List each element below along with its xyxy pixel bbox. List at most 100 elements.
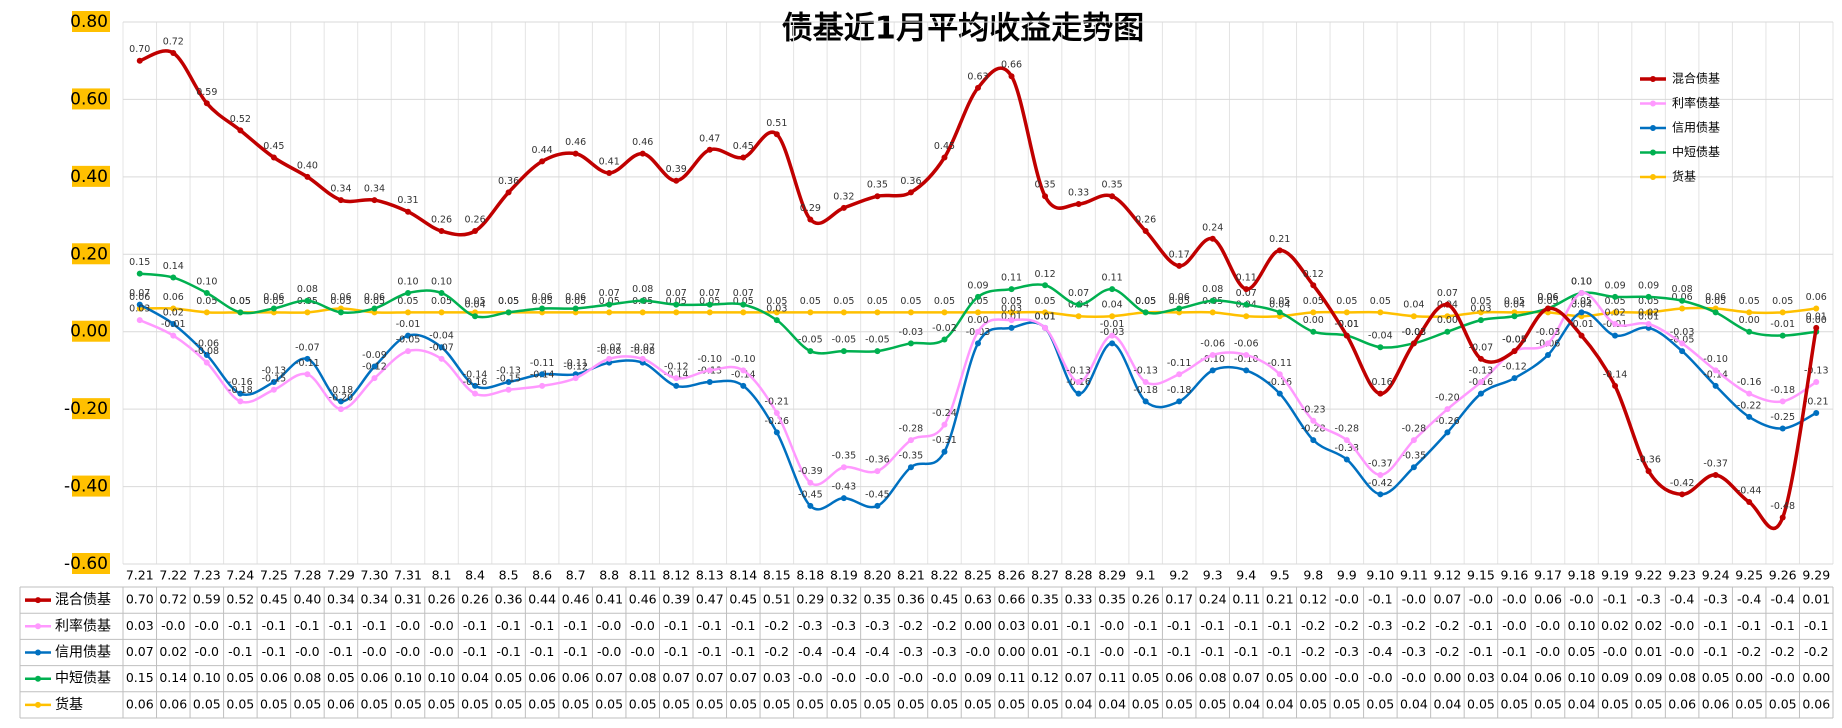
table-cell: -0.1 [1133,618,1157,633]
data-label: 0.15 [129,257,150,268]
point-marker [438,228,445,235]
table-cell: 0.06 [126,696,154,711]
table-cell: -0.0 [631,644,655,659]
point-marker [1612,309,1619,316]
data-label: 0.04 [1504,300,1525,311]
data-label: 0.05 [1470,296,1491,307]
data-label: 0.07 [1068,288,1089,299]
data-label: -0.28 [1335,424,1360,435]
point-marker [1612,382,1619,389]
data-label: 0.11 [1001,273,1022,284]
data-label: -0.01 [1100,319,1125,330]
data-label: 0.31 [397,195,418,206]
table-cell: -0.0 [597,618,621,633]
data-label: 0.11 [1102,273,1123,284]
table-cell: -0.1 [1167,644,1191,659]
data-label: 0.36 [900,176,921,187]
point-marker [1377,471,1384,478]
table-cell: 0.03 [763,670,791,685]
legend-label: 混合债基 [1672,71,1720,86]
table-cell: 0.05 [361,696,389,711]
data-label: 0.05 [1001,296,1022,307]
table-cell: 0.10 [193,670,221,685]
x-tick-label: 8.21 [897,568,925,583]
table-cell: -0.3 [1402,644,1426,659]
point-marker [371,197,378,204]
table-cell: -0.0 [429,644,453,659]
table-cell: -0.4 [1737,592,1761,607]
table-cell: 0.08 [1199,670,1227,685]
tick-label-bg [72,553,110,574]
data-label: 0.07 [733,288,754,299]
point-marker [1142,398,1149,405]
data-label: -0.07 [295,342,320,353]
point-marker [472,228,479,235]
data-label: -0.12 [563,362,588,373]
data-label: -0.16 [1368,377,1393,388]
table-cell: 0.35 [1098,592,1126,607]
table-cell: -0.1 [731,618,755,633]
data-label: 0.05 [397,296,418,307]
table-cell: -0.1 [1167,618,1191,633]
point-marker [1310,417,1317,424]
point-marker [1176,398,1183,405]
x-tick-label: 9.18 [1568,568,1596,583]
table-cell: 0.05 [998,696,1026,711]
table-cell: -0.3 [932,644,956,659]
data-label: 0.05 [1537,296,1558,307]
table-cell: 0.04 [1568,696,1596,711]
point-marker [1444,313,1451,320]
table-cell: -0.1 [329,618,353,633]
data-label: -0.28 [1402,424,1427,435]
data-label: 0.04 [464,300,485,311]
data-label: -0.35 [899,451,924,462]
table-cell: 0.05 [1266,670,1294,685]
table-cell: -0.3 [865,618,889,633]
point-marker [237,309,244,316]
data-label: 0.34 [364,184,385,195]
point-marker [1712,309,1719,316]
point-marker [1142,309,1149,316]
point-marker [1243,367,1250,374]
point-marker [975,340,981,347]
point-marker [1679,348,1686,355]
table-cell: 0.63 [964,592,992,607]
data-label: -0.25 [1770,412,1795,423]
point-marker [170,49,177,56]
data-label: -0.28 [899,424,924,435]
table-cell: 0.05 [1132,696,1160,711]
point-marker [1813,379,1820,386]
data-label: -0.04 [429,331,454,342]
table-row-label: 中短债基 [55,670,111,687]
table-cell: -0.0 [396,644,420,659]
table-cell: 0.59 [193,592,221,607]
point-marker [304,371,311,378]
data-label: 0.00 [1806,315,1827,326]
point-marker [1645,468,1652,475]
data-label: -0.10 [697,354,722,365]
table-cell: 0.26 [428,592,456,607]
table-cell: 0.05 [1501,696,1529,711]
table-cell: -0.0 [865,670,889,685]
table-cell: 0.05 [562,696,590,711]
x-tick-label: 8.26 [998,568,1026,583]
table-cell: -0.4 [832,644,856,659]
point-marker [405,309,411,316]
table-cell: -0.0 [195,618,219,633]
x-tick-label: 9.4 [1236,568,1256,583]
point-marker [1209,235,1216,242]
point-marker [1008,317,1015,324]
point-marker [203,100,210,107]
point-marker [975,84,981,91]
table-cell: 0.07 [729,670,757,685]
data-label: -0.48 [1770,501,1795,512]
x-tick-label: 8.6 [532,568,552,583]
x-tick-label: 9.2 [1169,568,1189,583]
table-cell: 0.07 [595,670,623,685]
table-cell: 0.24 [1199,592,1227,607]
data-label: 0.05 [196,296,217,307]
point-marker [975,293,981,300]
data-label: 0.05 [867,296,888,307]
point-marker [1779,425,1786,432]
